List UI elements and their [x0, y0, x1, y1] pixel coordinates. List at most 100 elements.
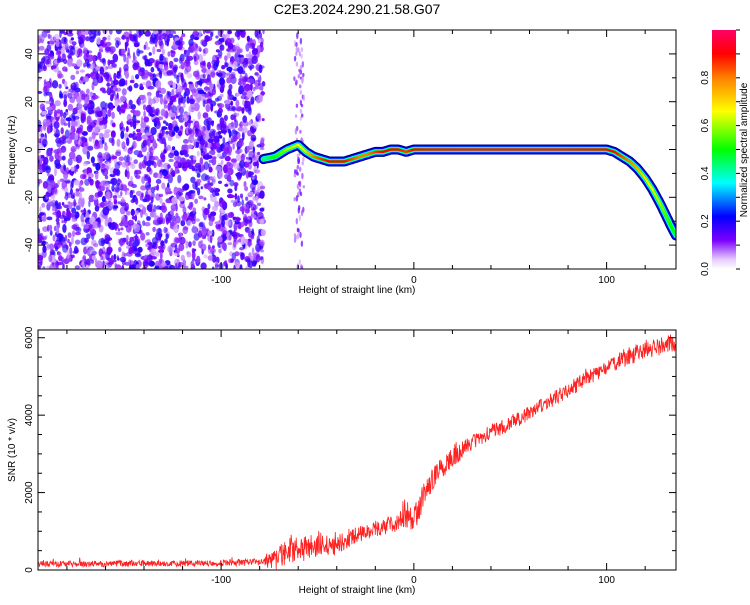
- noise-cell: [136, 120, 141, 123]
- noise-cell: [121, 141, 125, 149]
- noise-cell: [137, 132, 143, 136]
- noise-cell: [241, 221, 244, 227]
- noise-cell: [80, 214, 84, 221]
- noise-cell: [59, 153, 62, 156]
- noise-cell: [210, 84, 215, 88]
- noise-cell: [93, 197, 97, 201]
- noise-cell: [47, 217, 53, 221]
- noise-cell: [96, 106, 100, 111]
- noise-cell: [36, 91, 43, 94]
- noise-cell: [192, 240, 196, 246]
- noise-cell: [211, 157, 216, 165]
- noise-cell: [71, 146, 77, 152]
- noise-cell: [245, 197, 248, 201]
- noise-cell: [215, 166, 222, 172]
- noise-cell: [126, 126, 129, 132]
- noise-cell: [210, 32, 213, 37]
- noise-cell: [249, 260, 253, 268]
- noise-cell: [105, 77, 109, 82]
- noise-cell: [78, 37, 83, 45]
- noise-cell: [152, 227, 156, 232]
- noise-cell: [193, 213, 196, 221]
- noise-cell: [299, 84, 301, 88]
- noise-cell: [192, 207, 196, 214]
- noise-cell: [213, 255, 217, 261]
- noise-cell: [51, 251, 54, 255]
- noise-cell: [195, 163, 201, 168]
- noise-cell: [255, 196, 258, 204]
- noise-cell: [101, 251, 106, 254]
- noise-cell: [171, 197, 177, 205]
- noise-cell: [148, 177, 152, 184]
- noise-cell: [203, 73, 206, 78]
- noise-cell: [125, 169, 128, 177]
- spectrogram-cells: [35, 26, 305, 273]
- noise-cell: [171, 89, 174, 97]
- y-tick-label: 6000: [24, 326, 35, 349]
- noise-cell: [302, 161, 304, 165]
- noise-cell: [229, 180, 234, 187]
- noise-cell: [145, 132, 152, 135]
- noise-cell: [178, 196, 184, 201]
- noise-cell: [254, 190, 260, 195]
- noise-cell: [188, 39, 193, 47]
- noise-cell: [235, 193, 238, 200]
- noise-cell: [53, 235, 56, 242]
- noise-cell: [104, 264, 109, 272]
- noise-cell: [294, 197, 296, 201]
- colorbar-tick-label: 0.8: [700, 70, 711, 84]
- noise-cell: [205, 94, 209, 98]
- colorbar-tick-label: 0.6: [700, 118, 711, 132]
- noise-cell: [241, 154, 245, 163]
- noise-cell: [233, 240, 236, 247]
- noise-cell: [171, 53, 175, 57]
- noise-cell: [209, 93, 213, 97]
- noise-cell: [195, 168, 201, 174]
- noise-cell: [218, 249, 222, 254]
- noise-cell: [216, 72, 219, 76]
- noise-cell: [94, 143, 100, 150]
- noise-cell: [298, 207, 300, 213]
- noise-cell: [126, 211, 131, 216]
- noise-cell: [196, 95, 201, 101]
- noise-cell: [257, 152, 260, 155]
- noise-cell: [257, 113, 260, 120]
- noise-cell: [173, 126, 179, 132]
- noise-cell: [146, 195, 151, 201]
- noise-cell: [298, 74, 300, 78]
- noise-cell: [150, 100, 154, 103]
- noise-cell: [72, 41, 77, 45]
- noise-cell: [163, 149, 166, 153]
- noise-cell: [217, 103, 220, 106]
- snr-line: [38, 335, 676, 570]
- noise-cell: [43, 66, 46, 69]
- noise-cell: [54, 34, 60, 41]
- noise-cell: [293, 76, 295, 81]
- noise-cell: [39, 212, 44, 215]
- noise-cell: [227, 176, 230, 180]
- noise-cell: [50, 230, 53, 236]
- noise-cell: [86, 89, 90, 95]
- noise-cell: [192, 182, 197, 190]
- noise-cell: [201, 186, 203, 189]
- noise-cell: [168, 81, 174, 86]
- noise-cell: [66, 117, 72, 121]
- noise-cell: [143, 104, 146, 110]
- noise-cell: [80, 90, 83, 94]
- noise-cell: [227, 52, 231, 59]
- noise-cell: [248, 107, 252, 115]
- noise-cell: [242, 78, 247, 85]
- noise-cell: [253, 162, 257, 167]
- noise-cell: [57, 57, 60, 63]
- noise-cell: [254, 72, 258, 76]
- noise-cell: [222, 242, 226, 249]
- noise-cell: [157, 160, 160, 165]
- noise-cell: [68, 158, 73, 166]
- colorbar-tick-label: 0.4: [700, 166, 711, 180]
- noise-cell: [207, 235, 212, 243]
- noise-cell: [64, 81, 67, 87]
- noise-cell: [67, 54, 72, 58]
- colorbar-tick-label: 0.2: [700, 214, 711, 228]
- noise-cell: [203, 79, 209, 84]
- noise-cell: [253, 87, 256, 92]
